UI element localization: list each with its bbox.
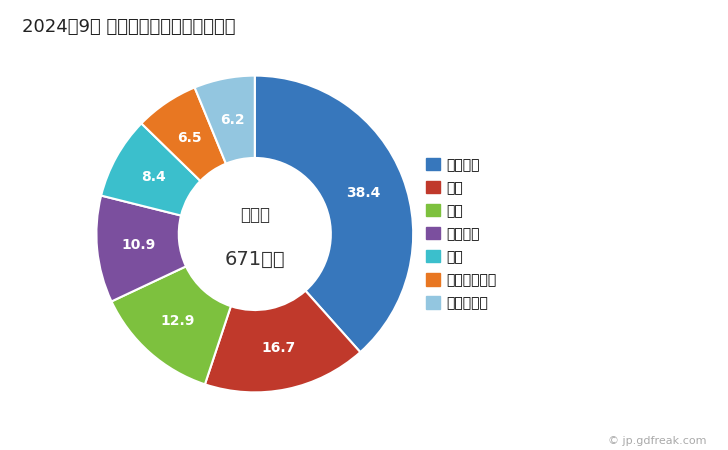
Text: 12.9: 12.9	[160, 314, 194, 328]
Wedge shape	[255, 76, 414, 352]
Text: 6.2: 6.2	[220, 113, 245, 127]
Wedge shape	[96, 196, 186, 302]
Text: 総　額: 総 額	[240, 206, 270, 224]
Wedge shape	[205, 291, 360, 392]
Wedge shape	[111, 266, 231, 384]
Text: 2024年9月 輸出相手国のシェア（％）: 2024年9月 輸出相手国のシェア（％）	[22, 18, 235, 36]
Wedge shape	[141, 87, 226, 181]
Text: 16.7: 16.7	[261, 341, 296, 355]
Legend: ベトナム, 中国, 韓国, メキシコ, タイ, インドネシア, フィリピン: ベトナム, 中国, 韓国, メキシコ, タイ, インドネシア, フィリピン	[420, 153, 502, 315]
Text: 8.4: 8.4	[141, 170, 165, 184]
Wedge shape	[194, 76, 255, 164]
Wedge shape	[101, 123, 200, 216]
Text: © jp.gdfreak.com: © jp.gdfreak.com	[608, 436, 706, 446]
Text: 38.4: 38.4	[347, 185, 381, 199]
Text: 10.9: 10.9	[122, 238, 156, 252]
Text: 671万円: 671万円	[224, 250, 285, 269]
Text: 6.5: 6.5	[178, 130, 202, 144]
